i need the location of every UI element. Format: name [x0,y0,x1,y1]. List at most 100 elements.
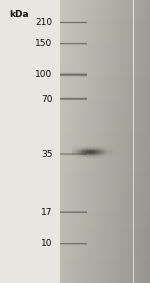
Bar [86,155,87,156]
Bar [111,155,113,156]
Bar [108,153,109,154]
Bar [72,157,73,158]
Bar [75,0,76,283]
Bar [114,148,115,149]
Bar [114,149,115,150]
Bar [103,146,104,147]
Bar [75,151,76,152]
Bar [83,156,85,157]
Bar [96,155,98,156]
Bar [117,147,118,148]
Bar [101,148,103,149]
Bar [115,147,117,148]
Bar [60,7,150,14]
Bar [94,147,95,148]
Bar [80,149,81,150]
Bar [60,212,150,219]
Text: 17: 17 [41,208,52,217]
Bar [76,148,77,149]
Bar [60,57,150,64]
Bar [60,248,150,255]
Bar [104,145,105,146]
Bar [60,14,150,21]
Bar [66,0,68,283]
Bar [73,149,75,150]
Bar [77,147,78,148]
Bar [60,43,87,44]
Bar [78,0,80,283]
Bar [111,146,113,147]
Bar [124,0,126,283]
Bar [110,147,111,148]
Bar [98,0,99,283]
Bar [88,150,90,151]
Bar [78,150,80,151]
Bar [77,155,78,156]
Bar [103,148,104,149]
Bar [108,158,109,159]
Bar [96,146,98,147]
Bar [115,152,117,153]
Bar [80,151,81,152]
Bar [60,262,150,269]
Bar [103,152,104,153]
Bar [83,157,85,158]
Bar [105,157,106,158]
Bar [69,0,70,283]
Bar [87,154,88,155]
Bar [90,158,91,159]
Bar [81,150,82,151]
Bar [60,198,150,205]
Bar [106,155,108,156]
Bar [84,0,86,283]
Bar [60,98,87,99]
Bar [94,0,96,283]
Bar [87,145,88,146]
Bar [105,156,106,157]
Bar [91,154,92,155]
Bar [111,149,113,150]
Bar [95,158,96,159]
Bar [90,148,91,149]
Bar [122,148,123,149]
Bar [117,156,118,157]
Bar [60,0,150,7]
Bar [83,150,85,151]
Bar [80,158,81,159]
Bar [140,0,141,283]
Bar [147,0,148,283]
Bar [111,0,112,283]
Bar [114,151,115,152]
Bar [93,0,94,283]
Bar [83,146,85,147]
Bar [76,153,77,154]
Bar [120,149,122,150]
Bar [104,146,105,147]
Bar [103,150,104,151]
Bar [80,146,81,147]
Bar [104,155,105,156]
Bar [96,153,98,154]
Bar [99,151,100,152]
Bar [63,0,64,283]
Bar [87,158,88,159]
Bar [75,153,76,154]
Bar [117,155,118,156]
Bar [101,146,103,147]
Bar [113,147,114,148]
Bar [103,0,105,283]
Bar [106,146,108,147]
Bar [92,158,94,159]
Bar [120,152,122,153]
Bar [108,148,109,149]
Bar [60,75,87,76]
Bar [118,148,119,149]
Bar [113,150,114,151]
Bar [102,0,104,283]
Bar [106,152,108,153]
Bar [92,147,94,148]
Bar [108,154,109,155]
Bar [85,145,86,146]
Bar [99,154,100,155]
Bar [81,156,82,157]
